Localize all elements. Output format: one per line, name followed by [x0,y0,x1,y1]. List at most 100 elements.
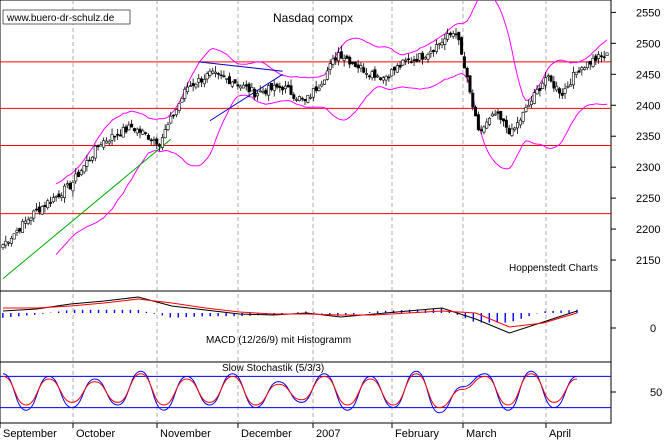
candle-body [104,140,108,144]
candle-body [560,92,564,96]
candle-body [597,54,601,59]
candle-body [286,84,290,88]
candle-body [535,89,539,95]
candle-body [325,70,329,80]
stochastic-panel: 50 [0,370,662,414]
candle-body [255,93,259,97]
source-box [2,9,131,25]
candle-body [339,51,343,59]
candle-body [247,83,251,93]
candle-body [507,127,511,135]
price-tick-label: 2500 [636,38,660,50]
candle-body [51,197,55,203]
candle-body [71,181,75,192]
candle-body [345,55,349,59]
candle-body [261,91,265,93]
candle-body [124,126,128,133]
candle-body [107,140,111,144]
candle-body [460,37,464,55]
macd-tick-label: 0 [650,323,656,335]
candle-body [82,165,86,173]
candle-body [409,61,413,63]
candle-body [557,88,561,94]
candle-body [275,83,279,88]
candle-body [395,65,399,73]
candle-body [211,70,215,74]
candle-body [21,221,25,233]
candle-body [127,124,131,131]
candle-body [328,63,332,70]
candle-body [186,86,190,93]
candle-body [521,112,525,122]
candle-body [401,59,405,66]
candle-body [113,135,117,138]
macd-panel: 0 [2,296,656,335]
candle-body [465,67,469,78]
candle-body [323,79,327,85]
candle-body [317,87,321,91]
candle-body [546,75,550,78]
candle-body [594,55,598,61]
candle-body [110,134,114,141]
candle-body [222,75,226,78]
candle-body [146,134,150,140]
price-tick-label: 2250 [636,193,660,205]
candle-body [423,57,427,60]
candle-body [543,77,547,86]
candle-body [571,72,575,86]
candle-body [348,56,352,65]
candle-body [225,78,229,80]
candle-body [130,123,134,128]
candle-body [174,109,178,116]
source-label: www.buero-dr-schulz.de [6,13,115,24]
candle-body [367,75,371,78]
macd-line [2,296,578,334]
candle-body [166,124,170,131]
candle-body [88,159,92,162]
candle-body [253,88,257,98]
price-tick-label: 2400 [636,100,660,112]
candle-body [457,31,461,41]
candle-body [387,76,391,79]
candle-body [314,86,318,91]
candle-body [191,83,195,86]
candle-body [135,128,139,134]
price-panel-frame [0,0,612,424]
candle-body [12,233,16,240]
candle-body [356,64,360,69]
candle-body [54,195,58,198]
candle-body [177,103,181,111]
month-label: October [76,428,115,440]
candle-body [155,138,159,145]
candle-body [49,202,53,204]
candle-body [99,144,103,147]
candle-body [160,137,164,148]
candle-body [476,114,480,131]
candle-body [205,73,209,80]
candle-body [474,106,478,117]
candle-body [311,88,315,98]
candle-body [118,134,122,137]
candle-body [415,58,419,62]
month-label: February [395,428,440,440]
candle-body [40,206,44,215]
candle-body [169,115,173,124]
candle-body [334,57,338,61]
trend-line-blue [209,73,283,122]
candle-body [244,84,248,87]
candle-body [471,92,475,108]
candle-body [504,119,508,128]
candle-body [264,89,268,95]
candle-body [602,56,606,59]
stochastic-title: Slow Stochastik (5/3/3) [222,363,324,374]
candle-body [529,100,533,105]
candle-body [93,145,97,159]
candle-body [1,244,5,249]
candle-body [493,113,497,116]
candle-body [591,57,595,67]
trend-line-blue-2 [198,61,283,72]
price-tick-label: 2550 [636,7,660,19]
candle-body [300,97,304,100]
candle-body [320,83,324,87]
bollinger-upper [55,0,608,185]
